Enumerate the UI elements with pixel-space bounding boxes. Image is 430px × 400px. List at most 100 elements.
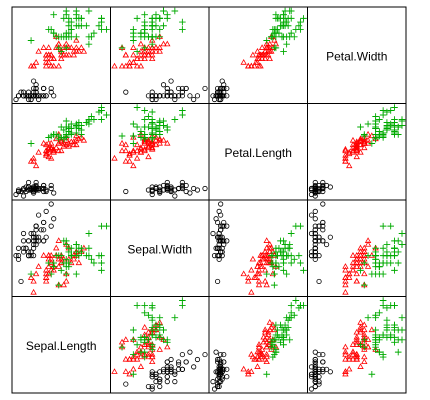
point-plus <box>383 304 391 312</box>
point-circle <box>179 185 185 192</box>
point-plus <box>283 40 290 48</box>
point-circle <box>168 93 174 99</box>
point-triangle <box>42 266 50 273</box>
point-triangle <box>130 355 137 362</box>
panel-frame <box>110 199 210 297</box>
point-plus <box>88 256 95 263</box>
point-triangle <box>258 263 266 269</box>
point-circle <box>41 227 47 233</box>
point-plus <box>148 131 156 138</box>
point-triangle <box>75 47 83 54</box>
point-plus <box>372 252 379 259</box>
point-plus <box>391 302 398 309</box>
point-plus <box>372 346 379 353</box>
point-circle <box>176 359 182 365</box>
point-circle <box>168 78 174 84</box>
point-triangle <box>268 244 275 251</box>
point-triangle <box>47 62 55 69</box>
point-circle <box>25 93 32 99</box>
point-circle <box>221 223 227 229</box>
point-circle <box>30 89 37 95</box>
point-circle <box>320 219 326 226</box>
point-triangle <box>245 62 252 69</box>
point-plus <box>160 122 167 129</box>
point-plus <box>148 346 156 353</box>
point-triangle <box>141 145 148 152</box>
point-circle <box>211 386 218 392</box>
point-triangle <box>164 40 171 47</box>
point-plus <box>292 26 300 33</box>
point-triangle <box>266 319 273 325</box>
point-plus <box>277 22 284 30</box>
point-triangle <box>240 365 247 372</box>
point-circle <box>312 364 318 370</box>
point-plus <box>290 256 298 263</box>
point-plus <box>156 128 164 135</box>
point-triangle <box>258 44 266 50</box>
point-triangle <box>255 55 263 62</box>
point-circle <box>28 253 34 259</box>
point-circle <box>323 366 330 372</box>
point-circle <box>312 383 318 390</box>
point-circle <box>36 212 42 218</box>
point-circle <box>48 185 54 192</box>
point-triangle <box>240 59 247 65</box>
point-plus <box>372 131 379 138</box>
point-triangle <box>149 47 156 54</box>
point-plus <box>292 297 300 304</box>
point-circle <box>15 187 22 193</box>
point-circle <box>25 238 32 244</box>
point-circle <box>123 188 129 195</box>
point-circle <box>157 383 163 390</box>
point-circle <box>25 96 32 103</box>
point-circle <box>164 93 170 99</box>
point-triangle <box>73 44 80 50</box>
point-circle <box>36 96 42 103</box>
point-circle <box>312 256 318 262</box>
point-triangle <box>265 341 272 347</box>
point-plus <box>156 324 164 331</box>
point-triangle <box>160 40 167 47</box>
point-circle <box>43 234 49 240</box>
point-circle <box>30 93 37 99</box>
point-triangle <box>145 142 152 149</box>
point-plus <box>379 331 387 339</box>
point-triangle <box>30 288 37 295</box>
point-triangle <box>361 326 368 333</box>
point-plus <box>383 241 391 248</box>
point-plus <box>85 244 93 252</box>
point-circle <box>168 89 174 95</box>
point-plus <box>300 267 307 274</box>
panel-frame <box>208 6 308 104</box>
point-triangle <box>268 346 275 352</box>
point-plus <box>78 131 85 138</box>
point-circle <box>308 249 315 255</box>
point-plus <box>372 117 379 125</box>
point-triangle <box>137 55 145 62</box>
point-plus <box>297 259 304 267</box>
point-plus <box>65 33 73 41</box>
point-triangle <box>342 348 349 355</box>
point-circle <box>179 93 185 99</box>
point-circle <box>160 82 167 88</box>
point-circle <box>320 351 326 358</box>
point-triangle <box>251 355 258 362</box>
point-circle <box>216 253 222 259</box>
point-circle <box>23 93 29 99</box>
point-plus <box>360 259 368 267</box>
point-triangle <box>68 259 75 266</box>
point-triangle <box>260 51 267 58</box>
point-triangle <box>249 51 257 58</box>
point-circle <box>153 93 159 99</box>
point-plus <box>391 338 398 346</box>
point-triangle <box>261 266 269 273</box>
point-plus <box>277 237 284 245</box>
panel-petal-width-vs-sepal-width <box>307 199 407 297</box>
point-triangle <box>248 266 255 273</box>
point-triangle <box>364 240 372 247</box>
point-triangle <box>32 59 40 65</box>
point-triangle <box>353 336 360 342</box>
point-plus <box>85 230 93 237</box>
point-triangle <box>50 147 57 154</box>
point-triangle <box>47 259 55 266</box>
